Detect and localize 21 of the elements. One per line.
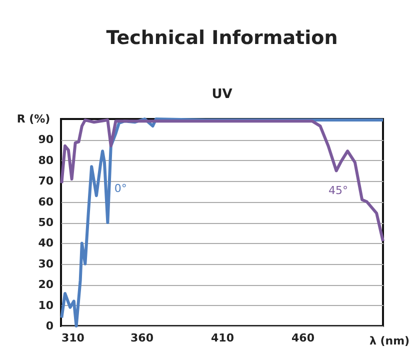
x-tick-label: 460	[292, 332, 315, 344]
y-tick-label: 20	[38, 278, 54, 292]
chart-subtitle: UV	[212, 87, 232, 102]
x-axis-title: λ (nm)	[369, 334, 410, 348]
x-tick-label: 360	[130, 332, 154, 344]
x-tick-label: 310	[62, 332, 85, 344]
y-tick-label: 30	[38, 257, 54, 270]
y-tick-label: 10	[38, 298, 54, 312]
y-tick-label: 90	[38, 133, 54, 146]
chart-title: Technical Information	[106, 27, 338, 49]
series-label: 0°	[114, 182, 127, 196]
series-label: 45°	[328, 184, 348, 197]
y-tick-label: 0	[46, 320, 54, 332]
y-tick-label: 70	[38, 174, 54, 188]
y-tick-label: 80	[38, 154, 54, 167]
y-axis-title: R (%)	[16, 112, 50, 126]
x-tick-label: 410	[211, 332, 234, 344]
y-tick-label: 40	[38, 236, 54, 250]
y-tick-label: 50	[38, 216, 54, 229]
line-series	[60, 118, 384, 243]
y-tick-label: 60	[38, 195, 54, 208]
